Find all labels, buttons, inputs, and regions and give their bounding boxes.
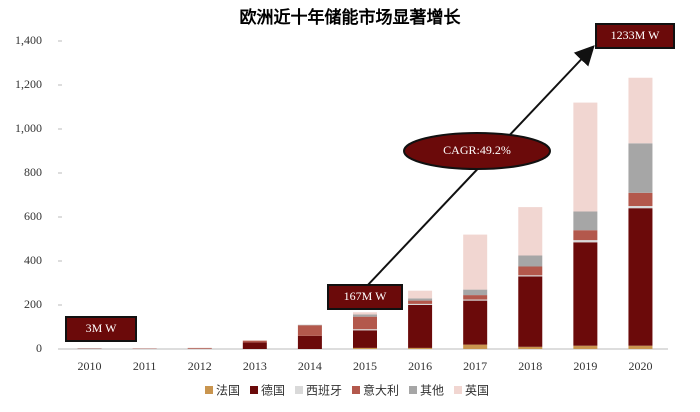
bar-segment [463,344,488,349]
bar-segment [518,346,543,349]
bar-segment [242,340,267,343]
y-tick-label: 200 [24,297,42,311]
x-tick-label: 2019 [573,359,597,373]
legend-label: 意大利 [363,383,399,398]
bar-segment [463,300,488,345]
bar-segment [408,298,433,301]
bar-segment [518,266,543,276]
bar-segment [518,255,543,267]
bar-segment [518,276,543,347]
y-tick-label: 1,000 [15,121,42,135]
bar-segment [353,314,377,317]
legend-swatch [409,386,417,394]
x-tick-label: 2015 [353,359,377,373]
bar-segment [573,240,598,243]
legend-swatch [250,386,258,394]
bar-segment [408,347,433,349]
x-tick-label: 2013 [243,359,267,373]
legend-swatch [295,386,303,394]
bar-segment [408,300,433,304]
bar-segment [353,312,377,315]
bar-segment [573,211,598,231]
bar-segment [353,347,377,349]
bar-segment [628,77,653,144]
legend-swatch [205,386,213,394]
y-tick-label: 0 [36,341,42,355]
bar-segment [573,242,598,346]
x-tick-label: 2014 [298,359,322,373]
x-tick-label: 2016 [408,359,432,373]
bar-segment [573,345,598,349]
annotation-box [327,284,403,310]
bar-segment [628,208,653,346]
bar-segment [518,207,543,256]
bar-segment [408,303,433,305]
bar-segment [187,348,212,349]
y-tick-label: 400 [24,253,42,267]
bar-segment [628,206,653,209]
y-tick-label: 1,200 [15,77,42,91]
bar-segment [463,295,488,300]
legend-swatch [352,386,360,394]
annotation: CAGR:49.2% [443,143,511,157]
x-tick-label: 2011 [133,359,157,373]
y-tick-label: 600 [24,209,42,223]
x-tick-label: 2017 [463,359,487,373]
bar-segment [408,290,433,299]
chart-title: 欧洲近十年储能市场显著增长 [240,7,462,28]
bar-segment [573,230,598,241]
bar-segment [463,234,488,290]
annotation: 1233M W [611,28,660,42]
bar-segment [242,342,267,349]
y-tick-label: 1,400 [15,33,42,47]
bar-segment [628,192,653,206]
bar-segment [463,289,488,296]
bar-segment [628,143,653,193]
bar-segment [573,102,598,212]
bar-segment [297,335,322,349]
bar-segment [518,275,543,277]
legend-label: 其他 [420,384,444,398]
x-tick-label: 2018 [518,359,542,373]
x-tick-label: 2020 [628,359,652,373]
legend-label: 西班牙 [306,384,342,398]
x-tick-label: 2012 [188,359,212,373]
x-tick-label: 2010 [78,359,102,373]
bar-segment [297,325,322,336]
bar-segment [628,345,653,349]
bar-segment [353,329,377,331]
legend-label: 德国 [261,383,285,398]
annotation-box [65,316,137,342]
bar-segment [408,305,433,348]
legend-label: 法国 [216,384,240,398]
bar-segment [463,299,488,301]
bar-segment [353,316,377,330]
y-tick-label: 800 [24,165,42,179]
annotation: 3M W [86,321,117,335]
annotation-box [595,23,675,49]
bar-segment [353,330,377,348]
annotation: 167M W [344,289,387,303]
legend-swatch [454,386,462,394]
legend-label: 英国 [465,384,489,398]
annotation-ellipse [403,132,551,170]
